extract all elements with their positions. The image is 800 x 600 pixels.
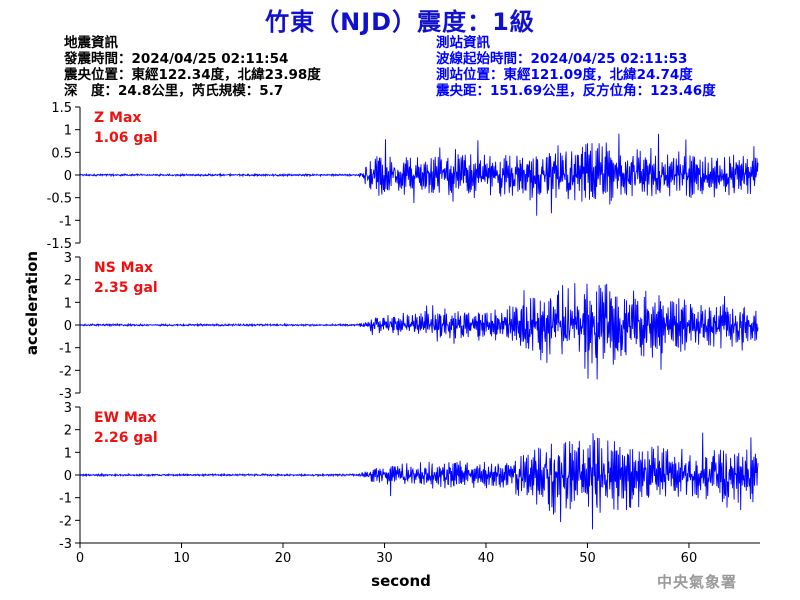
panel-ew: 3 2 1 0 -1 -2 -3 EW Max 2.26 gal bbox=[59, 401, 759, 552]
y-tick-label: -1 bbox=[59, 492, 72, 507]
station-info-heading: 測站資訊 bbox=[436, 35, 490, 51]
y-tick-label: 0 bbox=[64, 319, 72, 334]
y-tick-label: -1.5 bbox=[47, 237, 72, 252]
station-location: 測站位置：東經121.09度，北緯24.74度 bbox=[436, 67, 693, 83]
origin-time: 發震時間：2024/04/25 02:11:54 bbox=[64, 51, 289, 67]
max-label: Z Max bbox=[94, 110, 141, 126]
x-axis-label: second bbox=[371, 572, 431, 590]
max-value: 2.35 gal bbox=[94, 280, 158, 296]
max-value: 1.06 gal bbox=[94, 130, 158, 146]
x-tick-label: 20 bbox=[275, 551, 292, 566]
max-value: 2.26 gal bbox=[94, 430, 158, 446]
panel-z: 1.5 1 0.5 0 -0.5 -1 -1.5 Z Max 1.06 gal bbox=[47, 101, 759, 252]
y-tick-label: 3 bbox=[64, 401, 72, 416]
y-tick-label: 2 bbox=[64, 424, 72, 439]
wave-start-time: 波線起始時間：2024/04/25 02:11:53 bbox=[436, 51, 688, 67]
y-tick-label: -3 bbox=[59, 387, 72, 402]
waveform-trace-ew bbox=[79, 432, 759, 530]
y-tick-label: -3 bbox=[59, 537, 72, 552]
y-tick-label: 1.5 bbox=[51, 101, 72, 116]
y-tick-label: -1 bbox=[59, 342, 72, 357]
waveform-trace-z bbox=[80, 133, 759, 216]
page-title: 竹東（NJD）震度：1級 bbox=[265, 8, 535, 36]
x-tick-label: 50 bbox=[579, 551, 596, 566]
y-tick-label: 1 bbox=[64, 124, 72, 139]
depth-magnitude: 深 度：24.8公里，芮氏規模：5.7 bbox=[64, 83, 284, 99]
y-tick-label: -2 bbox=[59, 514, 72, 529]
x-tick-label: 0 bbox=[76, 551, 84, 566]
y-tick-label: 1 bbox=[64, 296, 72, 311]
y-tick-label: -2 bbox=[59, 364, 72, 379]
max-label: NS Max bbox=[94, 260, 153, 276]
y-tick-label: 0 bbox=[64, 469, 72, 484]
earthquake-info: 地震資訊 發震時間：2024/04/25 02:11:54 震央位置：東經122… bbox=[64, 35, 321, 99]
y-tick-label: 2 bbox=[64, 274, 72, 289]
max-label: EW Max bbox=[94, 410, 156, 426]
waveform-trace-ns bbox=[79, 283, 759, 380]
y-axis-label: acceleration bbox=[23, 251, 41, 355]
epicentral-distance: 震央距：151.69公里，反方位角：123.46度 bbox=[436, 83, 716, 99]
x-tick-label: 10 bbox=[173, 551, 190, 566]
panel-ns: 3 2 1 0 -1 -2 -3 NS Max 2.35 gal bbox=[59, 251, 759, 402]
y-tick-label: -1 bbox=[59, 214, 72, 229]
y-tick-label: 3 bbox=[64, 251, 72, 266]
station-info: 測站資訊 波線起始時間：2024/04/25 02:11:53 測站位置：東經1… bbox=[436, 35, 716, 99]
agency-footer: 中央氣象署 bbox=[657, 573, 738, 591]
epicenter-location: 震央位置：東經122.34度，北緯23.98度 bbox=[64, 67, 321, 83]
y-tick-label: -0.5 bbox=[47, 192, 72, 207]
y-tick-label: 1 bbox=[64, 446, 72, 461]
x-tick-label: 60 bbox=[681, 551, 698, 566]
y-tick-label: 0.5 bbox=[51, 146, 72, 161]
y-tick-label: 0 bbox=[64, 169, 72, 184]
x-tick-label: 40 bbox=[478, 551, 495, 566]
earthquake-info-heading: 地震資訊 bbox=[64, 35, 118, 51]
x-tick-label: 30 bbox=[376, 551, 393, 566]
